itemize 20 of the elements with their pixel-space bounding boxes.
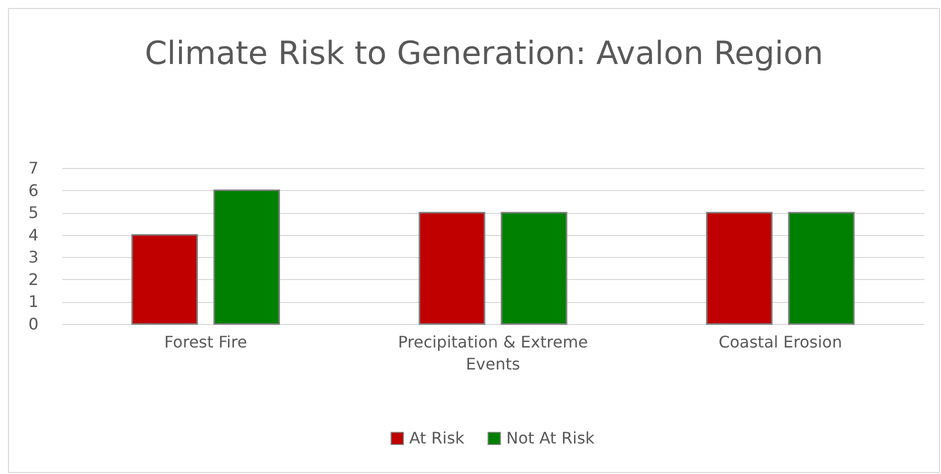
legend-label: Not At Risk [506,428,596,448]
bar [418,212,486,325]
x-tick-label: Forest Fire [164,332,248,352]
x-tick-label: Coastal Erosion [718,332,842,352]
y-tick-label: 5 [28,203,38,222]
y-tick-label: 1 [28,292,38,312]
chart-title: Climate Risk to Generation: Avalon Region [144,34,824,72]
y-tick-label: 7 [28,158,38,178]
bar [213,190,280,325]
bar [706,212,773,325]
y-tick-label: 4 [28,225,38,244]
y-tick-label: 0 [28,314,38,334]
legend-label: At Risk [409,428,466,448]
x-tick-label: Precipitation & Extreme Events [398,332,588,374]
bar [500,212,568,325]
bar [131,234,198,325]
bar [788,212,855,325]
y-tick-label: 3 [28,248,38,267]
y-tick-label: 6 [28,180,38,200]
y-tick-label: 2 [28,270,38,289]
